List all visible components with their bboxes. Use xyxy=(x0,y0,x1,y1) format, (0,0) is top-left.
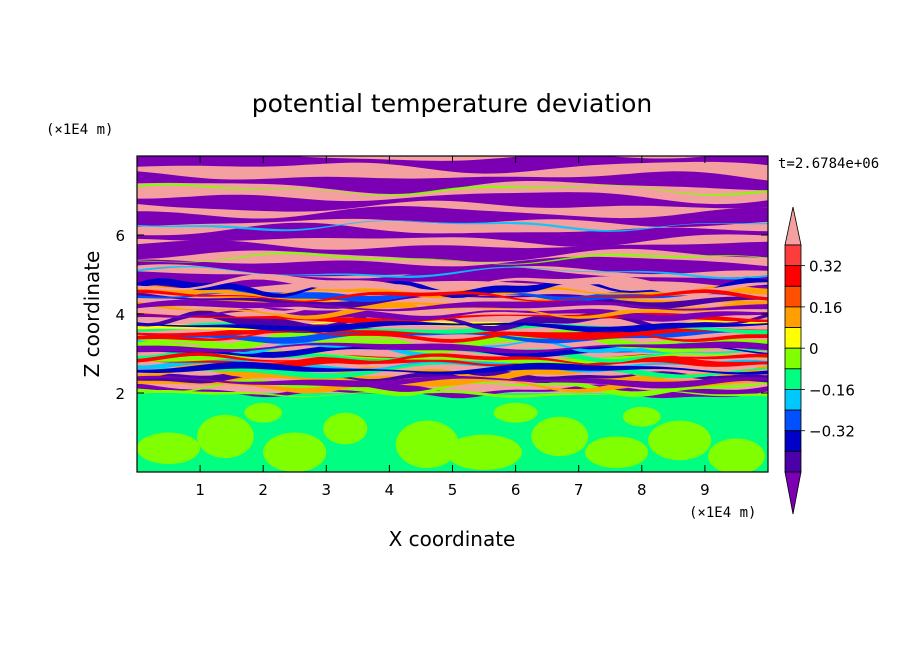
field-band xyxy=(137,222,768,247)
x-tick-label: 8 xyxy=(637,481,647,499)
field-blob xyxy=(196,414,254,459)
field-band xyxy=(137,299,768,312)
y-axis: 2 4 6 xyxy=(115,227,768,403)
colorbar-box xyxy=(784,285,802,308)
x-tick-label: 4 xyxy=(385,481,395,499)
y-axis-label: Z coordinate xyxy=(80,251,104,378)
field-band xyxy=(137,278,768,298)
chart-title: potential temperature deviation xyxy=(252,89,652,118)
field-band xyxy=(137,352,768,366)
field-band xyxy=(137,192,768,212)
field-band xyxy=(137,273,768,296)
colorbar-box xyxy=(784,265,802,287)
y-tick-label: 6 xyxy=(115,227,125,245)
colorbar-box xyxy=(784,368,802,390)
field-filament xyxy=(137,266,768,280)
field-band xyxy=(137,298,768,314)
colorbar-label: 0 xyxy=(809,340,819,358)
field-band xyxy=(137,379,768,397)
field-band xyxy=(137,240,768,262)
colorbar-extend-bottom xyxy=(784,471,802,515)
colorbar-box xyxy=(784,450,802,473)
field-band xyxy=(137,341,768,354)
field-blob xyxy=(493,402,538,423)
field-blob xyxy=(446,434,522,471)
x-unit-label: (×1E4 m) xyxy=(689,505,756,521)
field-filament xyxy=(137,390,768,398)
field-band xyxy=(137,375,768,389)
x-tick-label: 5 xyxy=(448,481,458,499)
colorbar-box xyxy=(784,327,802,349)
colorbar-box xyxy=(784,306,802,328)
field-blob xyxy=(323,412,368,445)
field-blob xyxy=(648,420,712,461)
x-tick-label: 7 xyxy=(574,481,584,499)
field-band xyxy=(137,171,768,194)
field-filament xyxy=(137,252,768,265)
field-band xyxy=(137,156,768,174)
colorbar-box xyxy=(784,430,802,452)
colorbar-label: −0.16 xyxy=(809,381,855,399)
colorbar: 0.32 0.16 0 −0.16 −0.32 xyxy=(784,206,855,515)
field-blob xyxy=(708,438,765,472)
colorbar-box xyxy=(784,347,802,370)
field-band xyxy=(137,321,768,334)
y-tick-label: 4 xyxy=(115,306,125,324)
field-blob xyxy=(585,436,649,469)
field-blob xyxy=(244,402,283,423)
colorbar-extend-top xyxy=(784,206,802,246)
field-band xyxy=(137,322,768,335)
time-label: t=2.6784e+06 xyxy=(778,156,879,172)
x-tick-label: 3 xyxy=(322,481,332,499)
x-axis: 1 2 3 4 5 6 7 8 9 xyxy=(195,156,710,499)
field-band xyxy=(137,266,768,290)
y-tick-label: 2 xyxy=(115,385,125,403)
heatmap-field xyxy=(137,156,768,472)
field-band xyxy=(137,301,768,320)
colorbar-label: −0.32 xyxy=(809,423,855,441)
field-filament xyxy=(137,183,768,197)
field-band xyxy=(137,289,768,303)
x-tick-label: 6 xyxy=(511,481,521,499)
field-band xyxy=(137,361,768,375)
field-blob xyxy=(531,416,589,457)
x-tick-label: 9 xyxy=(700,481,710,499)
field-band xyxy=(137,375,768,394)
field-blob xyxy=(137,432,201,465)
field-blob xyxy=(395,420,459,469)
field-blob xyxy=(622,406,661,427)
colorbar-box xyxy=(784,409,802,432)
colorbar-box xyxy=(784,389,802,411)
colorbar-box xyxy=(784,244,802,267)
x-tick-label: 1 xyxy=(195,481,205,499)
y-unit-label: (×1E4 m) xyxy=(46,122,113,138)
field-band xyxy=(137,330,768,343)
colorbar-label: 0.32 xyxy=(809,258,842,276)
field-band xyxy=(137,206,768,228)
x-tick-label: 2 xyxy=(258,481,268,499)
x-axis-label: X coordinate xyxy=(389,527,516,551)
field-blob xyxy=(263,432,327,472)
colorbar-label: 0.16 xyxy=(809,299,842,317)
